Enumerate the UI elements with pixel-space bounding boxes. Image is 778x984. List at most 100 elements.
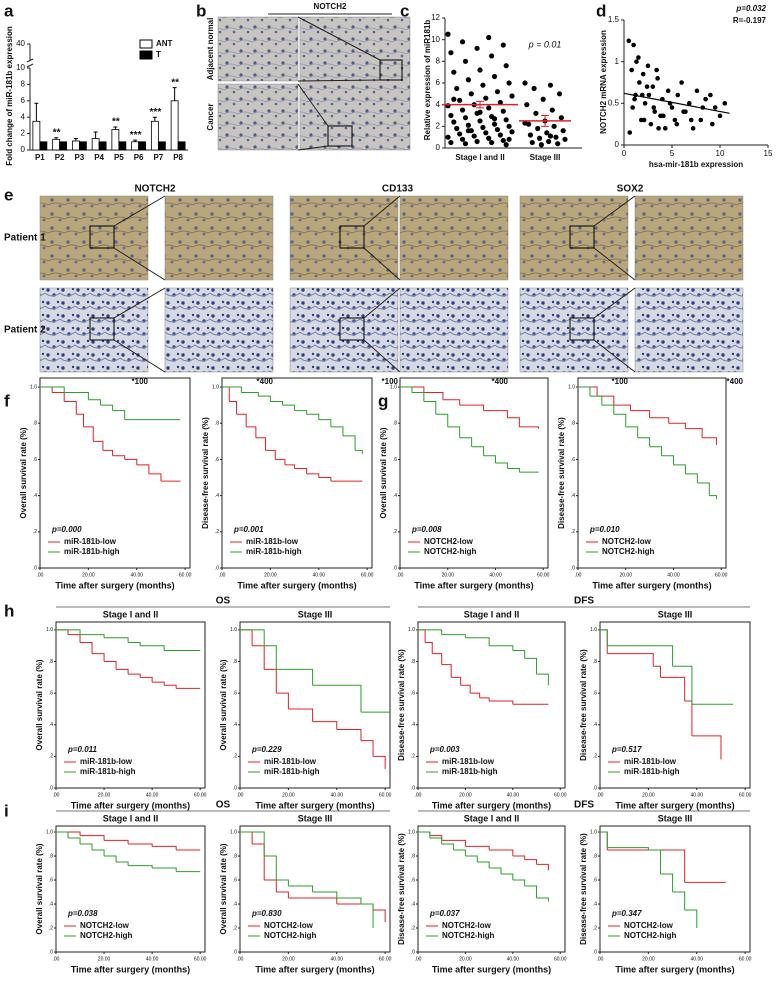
bar	[157, 141, 166, 151]
micrograph	[39, 287, 149, 373]
survival-step	[92, 653, 105, 662]
micrograph	[634, 287, 744, 373]
y-tick-label: .2	[49, 925, 53, 931]
survival-step	[524, 859, 538, 865]
magnification: *400	[492, 377, 509, 386]
y-tick-label: .2	[593, 754, 597, 760]
plot-frame	[39, 377, 191, 569]
data-point	[491, 116, 498, 122]
data-point	[560, 128, 566, 134]
x-tick-label: 60.00	[379, 956, 392, 962]
survival-step	[276, 692, 289, 709]
data-point	[536, 135, 543, 141]
survival-step	[607, 849, 686, 883]
micrograph	[289, 195, 399, 281]
data-point	[486, 105, 492, 111]
survival-step	[489, 867, 502, 874]
survival-step	[660, 676, 686, 702]
data-point	[522, 120, 528, 126]
survival-step	[318, 477, 332, 482]
x-tick-label: .00	[53, 956, 60, 962]
data-point	[522, 80, 528, 86]
data-point	[494, 126, 501, 133]
data-point	[654, 67, 659, 73]
survival-step	[68, 837, 81, 844]
y-tick-label: 1	[615, 57, 620, 66]
y-tick-label: .8	[411, 659, 415, 665]
zoom-line	[113, 339, 166, 373]
y-tick-label: .8	[215, 421, 219, 427]
x-axis-label: hsa-mir-181b expression	[649, 160, 743, 169]
x-axis-label: Time after surgery (months)	[55, 580, 174, 590]
y-tick-label: .2	[33, 529, 37, 535]
x-tick-label: 0	[622, 149, 627, 158]
x-tick-label: .00	[597, 956, 604, 962]
legend-label: miR-181b-high	[624, 767, 680, 776]
y-tick-label: .8	[233, 659, 237, 665]
survival-step	[697, 482, 710, 496]
x-tick-label: P6	[134, 153, 144, 162]
x-tick-label: 60.00	[194, 792, 207, 798]
survival-step	[483, 455, 496, 464]
row-label: Patient 2	[4, 325, 46, 336]
data-point	[462, 141, 469, 147]
survival-step	[668, 422, 686, 429]
bar	[170, 100, 179, 151]
data-point	[553, 134, 559, 140]
survival-step	[229, 401, 238, 415]
data-point	[500, 108, 506, 114]
panel-label: g	[378, 391, 388, 410]
p-value: p=0.003	[429, 745, 460, 754]
survival-step	[512, 649, 526, 659]
y-axis-label: Disease-free survival rate (%)	[397, 649, 406, 761]
survival-step	[128, 642, 141, 646]
data-point	[703, 96, 708, 102]
y-tick-label: .0	[49, 785, 53, 791]
data-point	[462, 115, 469, 121]
survival-step	[653, 665, 661, 678]
data-point	[491, 121, 498, 127]
survival-step	[252, 843, 265, 880]
survival-step	[222, 386, 242, 393]
y-tick-label: 8	[21, 80, 26, 89]
y-tick-label: .0	[411, 949, 415, 955]
y-axis-label: Fold change of miR-181b expression	[5, 26, 14, 166]
data-point	[672, 117, 678, 123]
zoom-box	[379, 59, 403, 81]
legend-label: miR-181b-low	[64, 537, 117, 546]
chart-title: Stage I and II	[103, 813, 159, 823]
survival-step	[240, 629, 253, 646]
data-point	[497, 132, 503, 138]
y-tick-label: .6	[571, 457, 575, 463]
data-point	[652, 109, 658, 114]
chart-title: Stage III	[658, 813, 693, 823]
data-point	[524, 102, 530, 108]
data-point	[506, 80, 512, 86]
zoom-line	[593, 339, 636, 373]
survival-step	[282, 404, 296, 411]
survival-step	[112, 410, 126, 420]
p-value: p=0.347	[611, 909, 642, 918]
bar	[177, 141, 186, 151]
y-tick-label: .6	[411, 690, 415, 696]
fit-line	[623, 92, 730, 114]
survival-step	[460, 684, 471, 694]
panel-label: f	[4, 391, 10, 410]
data-point	[503, 63, 509, 69]
data-point	[486, 135, 492, 141]
survival-step	[240, 831, 253, 844]
magnification: *100	[132, 377, 149, 386]
plot-frame	[417, 621, 566, 789]
plot-frame	[417, 825, 566, 953]
zoom-box	[89, 225, 115, 249]
survival-step	[500, 873, 514, 880]
y-tick-label: .6	[233, 690, 237, 696]
data-point	[648, 121, 654, 127]
survival-step	[64, 401, 77, 415]
data-point	[644, 84, 650, 89]
legend-label: NOTCH2-high	[424, 547, 477, 556]
survival-step	[685, 428, 703, 438]
survival-step	[441, 843, 455, 850]
survival-step	[246, 426, 257, 438]
data-point	[651, 105, 657, 110]
